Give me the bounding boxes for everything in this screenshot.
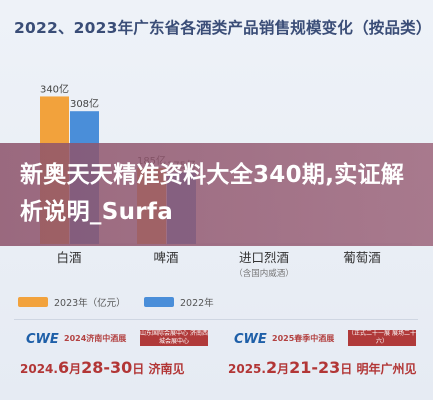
overlay-text: 新奥天天精准资料大全340期,实证解析说明_Surfa	[20, 162, 405, 225]
category-note-2: （含国内威酒）	[234, 268, 294, 279]
date-post: 日 明年广州见	[340, 362, 417, 376]
date-month: 6	[57, 358, 70, 377]
divider	[14, 319, 418, 320]
cwe-logo: CWE	[234, 332, 267, 347]
date-end: 30	[110, 358, 133, 377]
event-date: 2024.6月28-30日 济南见	[20, 358, 185, 377]
data-label-白酒-0: 340亿	[40, 82, 69, 95]
overlay-banner: 新奥天天精准资料大全340期,实证解析说明_Surfa	[0, 143, 433, 246]
date-end: 23	[318, 358, 341, 377]
date-post: 日 济南见	[132, 362, 185, 376]
date-pre: 2025.	[228, 362, 266, 376]
event-name: 2024济南中酒展	[64, 334, 127, 343]
legend-label-2022: 2022年	[180, 298, 214, 309]
data-label-白酒-1: 308亿	[70, 97, 99, 110]
cwe-logo: CWE	[26, 332, 59, 347]
category-label-3: 葡萄酒	[343, 250, 381, 265]
event-date: 2025.2月21-23日 明年广州见	[228, 358, 417, 377]
chart-title: 2022、2023年广东省各酒类产品销售规模变化（按品类）	[14, 19, 432, 37]
venue-badge: （正式二十一展 展场二十六）	[348, 330, 416, 346]
category-label-1: 啤酒	[153, 250, 178, 265]
date-pre: 2024.	[20, 362, 58, 376]
event-name: 2025春季中酒展	[272, 334, 335, 343]
legend-label-2023: 2023年（亿元）	[54, 298, 126, 309]
legend-swatch-2022	[144, 297, 174, 307]
category-label-0: 白酒	[56, 250, 81, 265]
date-month: 2	[265, 358, 278, 377]
legend-swatch-2023	[18, 297, 48, 307]
legend: 2023年（亿元） 2022年	[18, 296, 418, 312]
event-ad-2024[interactable]: CWE 2024济南中酒展 山东国际会展中心 济南西城会展中心 2024.6月2…	[14, 326, 212, 386]
venue-badge: 山东国际会展中心 济南西城会展中心	[140, 330, 208, 346]
event-ad-2025[interactable]: CWE 2025春季中酒展 （正式二十一展 展场二十六） 2025.2月21-2…	[222, 326, 420, 386]
category-label-2: 进口烈酒	[239, 250, 289, 265]
date-mid: 21-	[289, 358, 319, 377]
date-mid: 28-	[81, 358, 111, 377]
